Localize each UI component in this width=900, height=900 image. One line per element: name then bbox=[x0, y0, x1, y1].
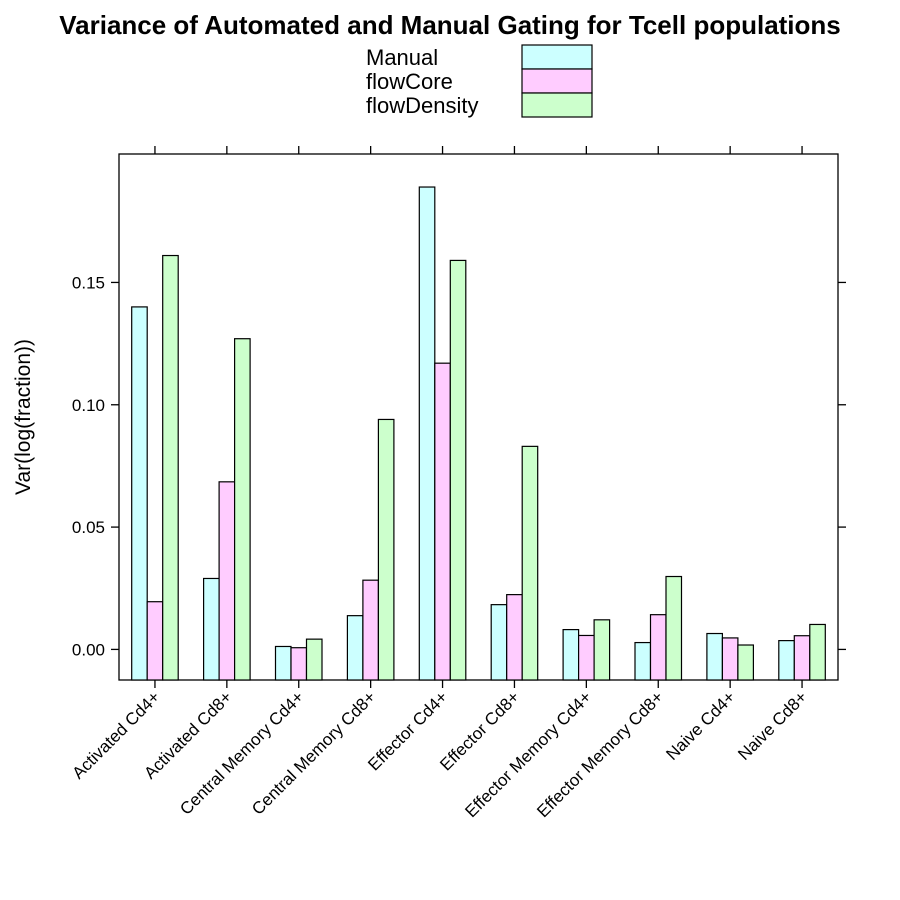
x-tick-label: Central Memory Cd4+ bbox=[176, 687, 307, 818]
bar-flowdensity-7 bbox=[593, 619, 611, 681]
bar-manual-5 bbox=[418, 186, 436, 681]
y-tick-label: 0.00 bbox=[72, 640, 105, 659]
legend-swatch-flowdensity bbox=[521, 92, 593, 118]
bar-manual-7 bbox=[562, 628, 580, 681]
legend-label-flowdensity: flowDensity bbox=[366, 93, 478, 118]
bar-manual-1 bbox=[131, 306, 148, 681]
x-tick-label: Naive Cd8+ bbox=[734, 687, 811, 764]
y-tick-label: 0.05 bbox=[72, 518, 105, 537]
x-tick-label: Effector Memory Cd4+ bbox=[461, 687, 595, 821]
bar-flowdensity-1 bbox=[162, 254, 179, 681]
legend-label-flowcore: flowCore bbox=[366, 69, 453, 94]
x-tick-label: Naive Cd4+ bbox=[662, 687, 739, 764]
y-tick-label: 0.10 bbox=[72, 396, 105, 415]
bar-manual-6 bbox=[490, 604, 508, 681]
bar-flowcore-6 bbox=[506, 594, 523, 681]
bar-flowdensity-8 bbox=[665, 575, 683, 681]
bar-flowdensity-2 bbox=[234, 338, 251, 681]
legend-label-manual: Manual bbox=[366, 45, 438, 70]
bar-flowcore-2 bbox=[218, 481, 236, 681]
bar-flowcore-9 bbox=[721, 637, 739, 681]
bar-flowdensity-3 bbox=[305, 638, 323, 681]
bar-flowcore-8 bbox=[649, 614, 667, 681]
plot-frame bbox=[118, 153, 839, 681]
bar-flowcore-10 bbox=[793, 635, 811, 681]
bar-flowcore-1 bbox=[146, 601, 164, 681]
bars bbox=[131, 186, 826, 681]
bar-flowcore-4 bbox=[362, 579, 379, 681]
bar-manual-3 bbox=[274, 645, 292, 681]
bar-manual-8 bbox=[634, 641, 652, 681]
bar-flowdensity-4 bbox=[377, 418, 395, 681]
legend-swatch-manual bbox=[521, 44, 593, 70]
bar-manual-10 bbox=[778, 640, 795, 681]
bar-flowcore-3 bbox=[290, 647, 308, 681]
legend-swatch-flowcore bbox=[521, 68, 593, 94]
bar-flowdensity-6 bbox=[521, 445, 539, 681]
bar-flowcore-7 bbox=[577, 634, 595, 681]
bar-manual-2 bbox=[203, 577, 220, 681]
x-tick-label: Effector Memory Cd8+ bbox=[533, 687, 667, 821]
bar-flowdensity-10 bbox=[809, 623, 826, 681]
bar-flowdensity-5 bbox=[449, 259, 467, 681]
bar-manual-4 bbox=[346, 615, 364, 681]
bar-flowdensity-9 bbox=[737, 644, 755, 681]
y-axis: 0.00 0.05 0.10 0.15 bbox=[72, 273, 846, 659]
y-tick-label: 0.15 bbox=[72, 273, 105, 292]
x-tick-label: Central Memory Cd8+ bbox=[248, 687, 379, 818]
y-axis-label: Var(log(fraction)) bbox=[12, 339, 35, 495]
bar-flowcore-5 bbox=[434, 362, 451, 681]
chart-title: Variance of Automated and Manual Gating … bbox=[59, 10, 841, 40]
bar-manual-9 bbox=[706, 632, 724, 681]
